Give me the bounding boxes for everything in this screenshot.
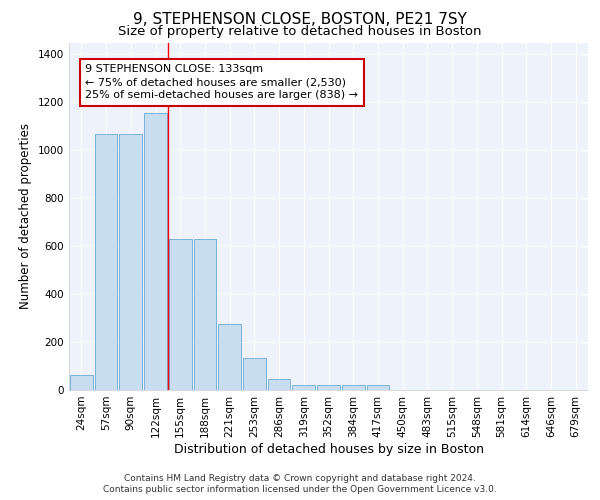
Bar — [243, 358, 266, 390]
Text: 9 STEPHENSON CLOSE: 133sqm
← 75% of detached houses are smaller (2,530)
25% of s: 9 STEPHENSON CLOSE: 133sqm ← 75% of deta… — [85, 64, 358, 100]
X-axis label: Distribution of detached houses by size in Boston: Distribution of detached houses by size … — [173, 442, 484, 456]
Bar — [194, 239, 216, 390]
Bar — [342, 385, 365, 390]
Y-axis label: Number of detached properties: Number of detached properties — [19, 123, 32, 309]
Bar — [317, 385, 340, 390]
Bar — [144, 113, 167, 390]
Bar — [367, 385, 389, 390]
Text: 9, STEPHENSON CLOSE, BOSTON, PE21 7SY: 9, STEPHENSON CLOSE, BOSTON, PE21 7SY — [133, 12, 467, 28]
Text: Contains HM Land Registry data © Crown copyright and database right 2024.
Contai: Contains HM Land Registry data © Crown c… — [103, 474, 497, 494]
Bar — [218, 324, 241, 390]
Bar — [268, 379, 290, 390]
Text: Size of property relative to detached houses in Boston: Size of property relative to detached ho… — [118, 25, 482, 38]
Bar — [169, 239, 191, 390]
Bar — [70, 375, 93, 390]
Bar — [95, 134, 118, 390]
Bar — [292, 385, 315, 390]
Bar — [119, 134, 142, 390]
